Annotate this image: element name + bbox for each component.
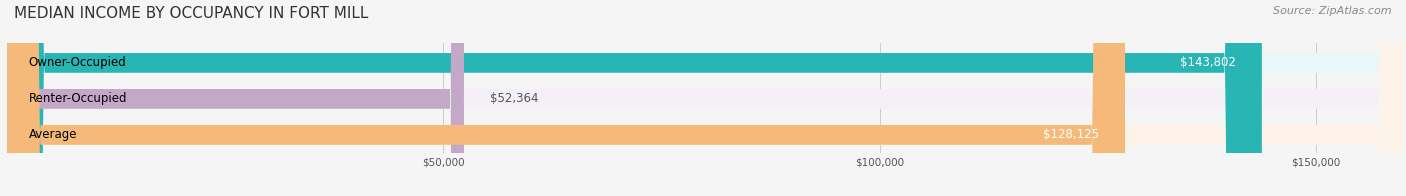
Text: Source: ZipAtlas.com: Source: ZipAtlas.com xyxy=(1274,6,1392,16)
FancyBboxPatch shape xyxy=(7,0,464,196)
Text: MEDIAN INCOME BY OCCUPANCY IN FORT MILL: MEDIAN INCOME BY OCCUPANCY IN FORT MILL xyxy=(14,6,368,21)
FancyBboxPatch shape xyxy=(7,0,1403,196)
Text: $143,802: $143,802 xyxy=(1180,56,1236,69)
FancyBboxPatch shape xyxy=(7,0,1125,196)
Text: Owner-Occupied: Owner-Occupied xyxy=(30,56,127,69)
FancyBboxPatch shape xyxy=(7,0,1403,196)
Text: $128,125: $128,125 xyxy=(1043,128,1099,141)
Text: Renter-Occupied: Renter-Occupied xyxy=(30,92,128,105)
Text: $52,364: $52,364 xyxy=(491,92,538,105)
Text: Average: Average xyxy=(30,128,77,141)
FancyBboxPatch shape xyxy=(7,0,1403,196)
FancyBboxPatch shape xyxy=(7,0,1261,196)
